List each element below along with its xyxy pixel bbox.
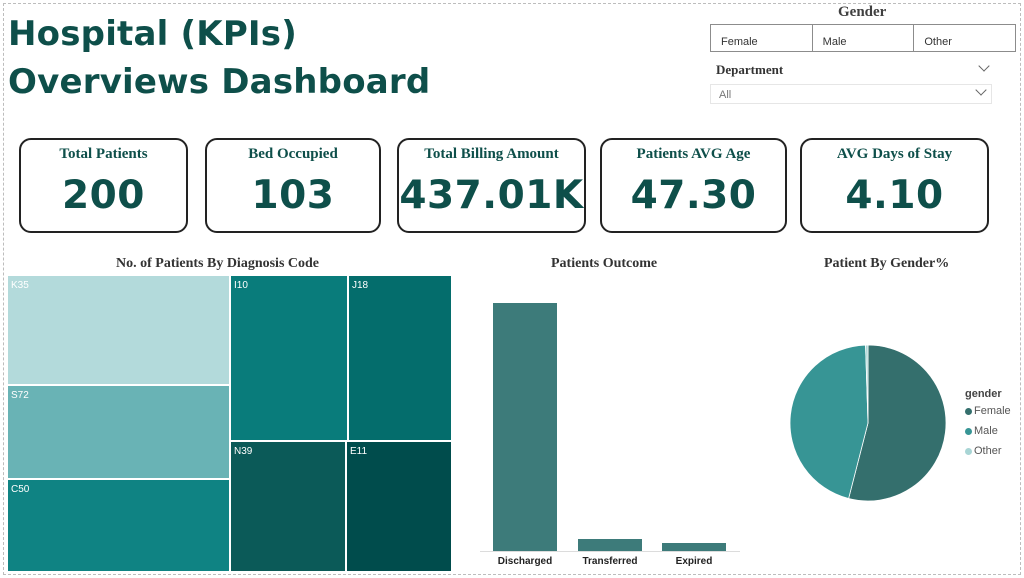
department-selected-value: All <box>719 89 732 101</box>
kpi-value: 200 <box>62 173 145 218</box>
kpi-card-total-patients: Total Patients 200 <box>19 138 188 233</box>
treemap-cell-label: I10 <box>234 280 248 291</box>
kpi-label: Total Billing Amount <box>424 146 559 162</box>
bar-category-label: Transferred <box>582 556 638 567</box>
treemap-cell-label: C50 <box>11 484 30 495</box>
dashboard-frame <box>3 3 1021 575</box>
kpi-card-avg-days-stay: AVG Days of Stay 4.10 <box>800 138 989 233</box>
treemap-cell-label: S72 <box>11 390 29 401</box>
kpi-value: 437.01K <box>399 173 584 218</box>
legend-dot-icon <box>965 447 972 455</box>
gender-option-male[interactable]: Male <box>813 25 915 51</box>
kpi-card-total-billing: Total Billing Amount 437.01K <box>397 138 586 233</box>
bar-category-label: Expired <box>675 556 713 567</box>
department-slicer-title: Department <box>716 62 784 77</box>
kpi-label: Total Patients <box>59 146 148 162</box>
bar-transferred[interactable] <box>578 539 642 551</box>
treemap-cell-label: K35 <box>11 280 29 291</box>
legend-dot-icon <box>965 407 972 415</box>
treemap-cell-label: N39 <box>234 446 253 457</box>
treemap-cell-label: J18 <box>352 280 369 291</box>
gender-option-female[interactable]: Female <box>711 25 813 51</box>
legend-dot-icon <box>965 427 972 435</box>
treemap-cell-label: E11 <box>350 446 368 457</box>
treemap-cell-k35[interactable]: K35 <box>7 275 230 385</box>
outcome-chart-title: Patients Outcome <box>551 256 658 271</box>
legend-label: Other <box>974 445 1002 457</box>
outcome-axis-line <box>480 551 740 552</box>
gender-slicer-title: Gender <box>838 4 887 20</box>
legend-title: gender <box>965 388 1002 400</box>
gender-slicer: Female Male Other <box>710 24 1016 52</box>
legend-label: Male <box>974 425 998 437</box>
treemap-cell-j18[interactable]: J18 <box>348 275 452 441</box>
gender-option-other[interactable]: Other <box>924 36 952 48</box>
legend-label: Female <box>974 405 1011 417</box>
dashboard-title-line1: Hospital (KPIs) <box>8 14 297 54</box>
kpi-label: Patients AVG Age <box>636 146 751 162</box>
kpi-value: 47.30 <box>630 173 757 218</box>
kpi-card-bed-occupied: Bed Occupied 103 <box>205 138 381 233</box>
kpi-card-avg-age: Patients AVG Age 47.30 <box>600 138 787 233</box>
department-dropdown[interactable]: All <box>710 84 992 104</box>
treemap-cell-i10[interactable]: I10 <box>230 275 348 441</box>
bar-category-label: Discharged <box>497 556 553 567</box>
legend-item-male[interactable]: Male <box>965 425 998 437</box>
treemap-cell-n39[interactable]: N39 <box>230 441 346 572</box>
kpi-label: AVG Days of Stay <box>836 146 953 162</box>
legend-item-other[interactable]: Other <box>965 445 1002 457</box>
treemap-title: No. of Patients By Diagnosis Code <box>116 256 320 271</box>
kpi-label: Bed Occupied <box>248 146 338 162</box>
bar-expired[interactable] <box>662 543 726 551</box>
kpi-value: 4.10 <box>845 173 944 218</box>
treemap-cell-e11[interactable]: E11 <box>346 441 452 572</box>
treemap-cell-c50[interactable]: C50 <box>7 479 230 572</box>
treemap-cell-s72[interactable]: S72 <box>7 385 230 479</box>
kpi-value: 103 <box>251 173 335 218</box>
bar-discharged[interactable] <box>493 303 557 551</box>
gender-chart-title: Patient By Gender% <box>824 256 950 271</box>
dashboard-title-line2: Overviews Dashboard <box>8 62 431 102</box>
legend-item-female[interactable]: Female <box>965 405 1011 417</box>
